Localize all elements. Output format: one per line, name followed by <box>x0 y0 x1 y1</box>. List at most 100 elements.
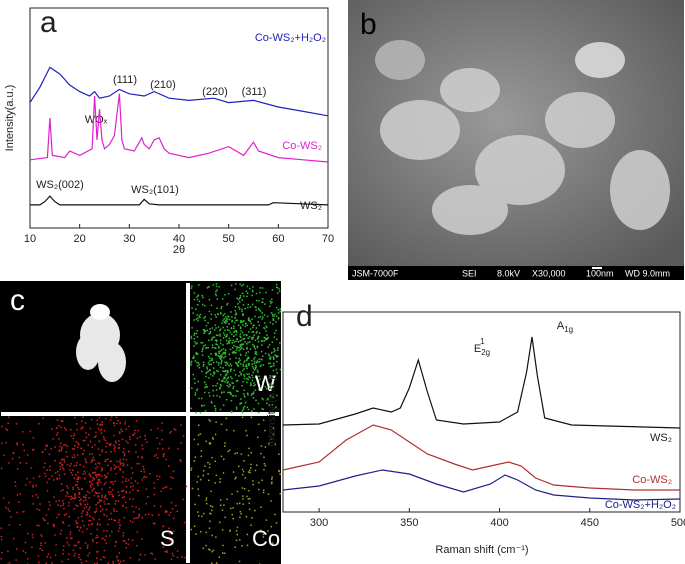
eds-pixel <box>61 464 63 466</box>
eds-pixel <box>101 424 103 426</box>
eds-pixel <box>243 295 245 297</box>
eds-pixel <box>207 322 209 324</box>
eds-pixel <box>103 549 106 552</box>
eds-pixel <box>248 331 250 333</box>
eds-pixel <box>214 314 216 316</box>
eds-pixel <box>238 560 241 563</box>
eds-pixel <box>114 545 116 547</box>
eds-pixel <box>1 425 3 428</box>
eds-pixel <box>249 306 252 308</box>
eds-pixel <box>256 369 259 372</box>
eds-pixel <box>222 337 225 339</box>
eds-pixel <box>232 382 234 384</box>
eds-pixel <box>270 500 272 502</box>
eds-pixel <box>72 488 74 490</box>
eds-pixel <box>149 472 151 475</box>
eds-pixel <box>98 479 100 481</box>
eds-pixel <box>227 363 229 365</box>
series-label: WS₂ <box>650 432 672 444</box>
eds-pixel <box>0 467 3 470</box>
eds-pixel <box>70 471 73 474</box>
eds-pixel <box>221 391 223 394</box>
eds-pixel <box>136 462 138 465</box>
eds-pixel <box>242 363 244 366</box>
eds-pixel <box>261 408 263 410</box>
eds-pixel <box>41 535 43 537</box>
eds-pixel <box>212 549 215 552</box>
eds-pixel <box>239 348 242 351</box>
eds-pixel <box>241 310 243 313</box>
eds-pixel <box>232 507 234 509</box>
eds-pixel <box>270 356 272 359</box>
peak-label: E2g1 <box>474 337 490 357</box>
eds-pixel <box>268 355 271 357</box>
eds-pixel <box>241 473 244 476</box>
eds-pixel <box>173 530 175 533</box>
eds-pixel <box>208 333 210 335</box>
eds-pixel <box>234 306 237 308</box>
panel-d: d Raman shift (cm⁻¹) Intensity (a.u.) E2… <box>266 300 685 556</box>
eds-pixel <box>196 298 199 301</box>
eds-pixel <box>125 440 128 443</box>
eds-pixel <box>230 311 232 313</box>
eds-pixel <box>105 445 108 448</box>
eds-pixel <box>134 480 137 482</box>
eds-pixel <box>77 442 80 444</box>
eds-pixel <box>137 456 139 458</box>
eds-pixel <box>130 477 133 479</box>
eds-pixel <box>158 514 160 516</box>
eds-pixel <box>84 478 86 480</box>
eds-pixel <box>5 428 7 430</box>
eds-pixel <box>254 356 256 359</box>
eds-pixel <box>94 463 97 465</box>
eds-pixel <box>235 395 237 397</box>
x-tick-label: 300 <box>310 517 328 529</box>
eds-pixel <box>197 353 199 355</box>
eds-pixel <box>125 507 128 509</box>
eds-pixel <box>27 454 29 456</box>
eds-pixel <box>99 474 101 476</box>
eds-pixel <box>263 340 265 342</box>
eds-pixel <box>235 283 237 285</box>
eds-pixel <box>70 495 72 498</box>
eds-pixel <box>157 447 159 450</box>
eds-pixel <box>232 395 235 397</box>
eds-pixel <box>77 471 79 473</box>
eds-pixel <box>91 479 94 482</box>
eds-pixel <box>136 437 139 440</box>
eds-pixel <box>251 392 253 395</box>
eds-pixel <box>252 286 254 288</box>
eds-pixel <box>60 459 63 461</box>
eds-pixel <box>231 333 233 335</box>
eds-pixel <box>105 458 107 461</box>
eds-pixel <box>211 562 213 564</box>
eds-pixel <box>231 382 233 384</box>
eds-pixel <box>111 493 113 496</box>
eds-pixel <box>32 477 35 480</box>
eds-pixel <box>87 554 89 557</box>
eds-pixel <box>208 377 210 379</box>
eds-pixel <box>222 353 224 355</box>
eds-pixel <box>120 428 122 431</box>
eds-pixel <box>255 309 257 311</box>
eds-pixel <box>170 476 172 478</box>
eds-pixel <box>87 524 90 526</box>
eds-pixel <box>246 292 249 294</box>
eds-pixel <box>85 506 88 508</box>
eds-pixel <box>144 554 146 556</box>
eds-pixel <box>59 462 61 465</box>
eds-pixel <box>275 360 278 363</box>
eds-pixel <box>214 407 217 410</box>
eds-pixel <box>258 332 261 334</box>
eds-pixel <box>156 475 158 477</box>
eds-pixel <box>241 410 243 412</box>
eds-pixel <box>200 478 202 481</box>
eds-pixel <box>247 498 250 500</box>
eds-pixel <box>269 375 271 377</box>
eds-pixel <box>249 319 251 322</box>
eds-pixel <box>47 522 49 525</box>
eds-pixel <box>198 494 200 497</box>
eds-pixel <box>225 398 228 401</box>
eds-pixel <box>83 449 85 452</box>
eds-pixel <box>240 321 242 324</box>
